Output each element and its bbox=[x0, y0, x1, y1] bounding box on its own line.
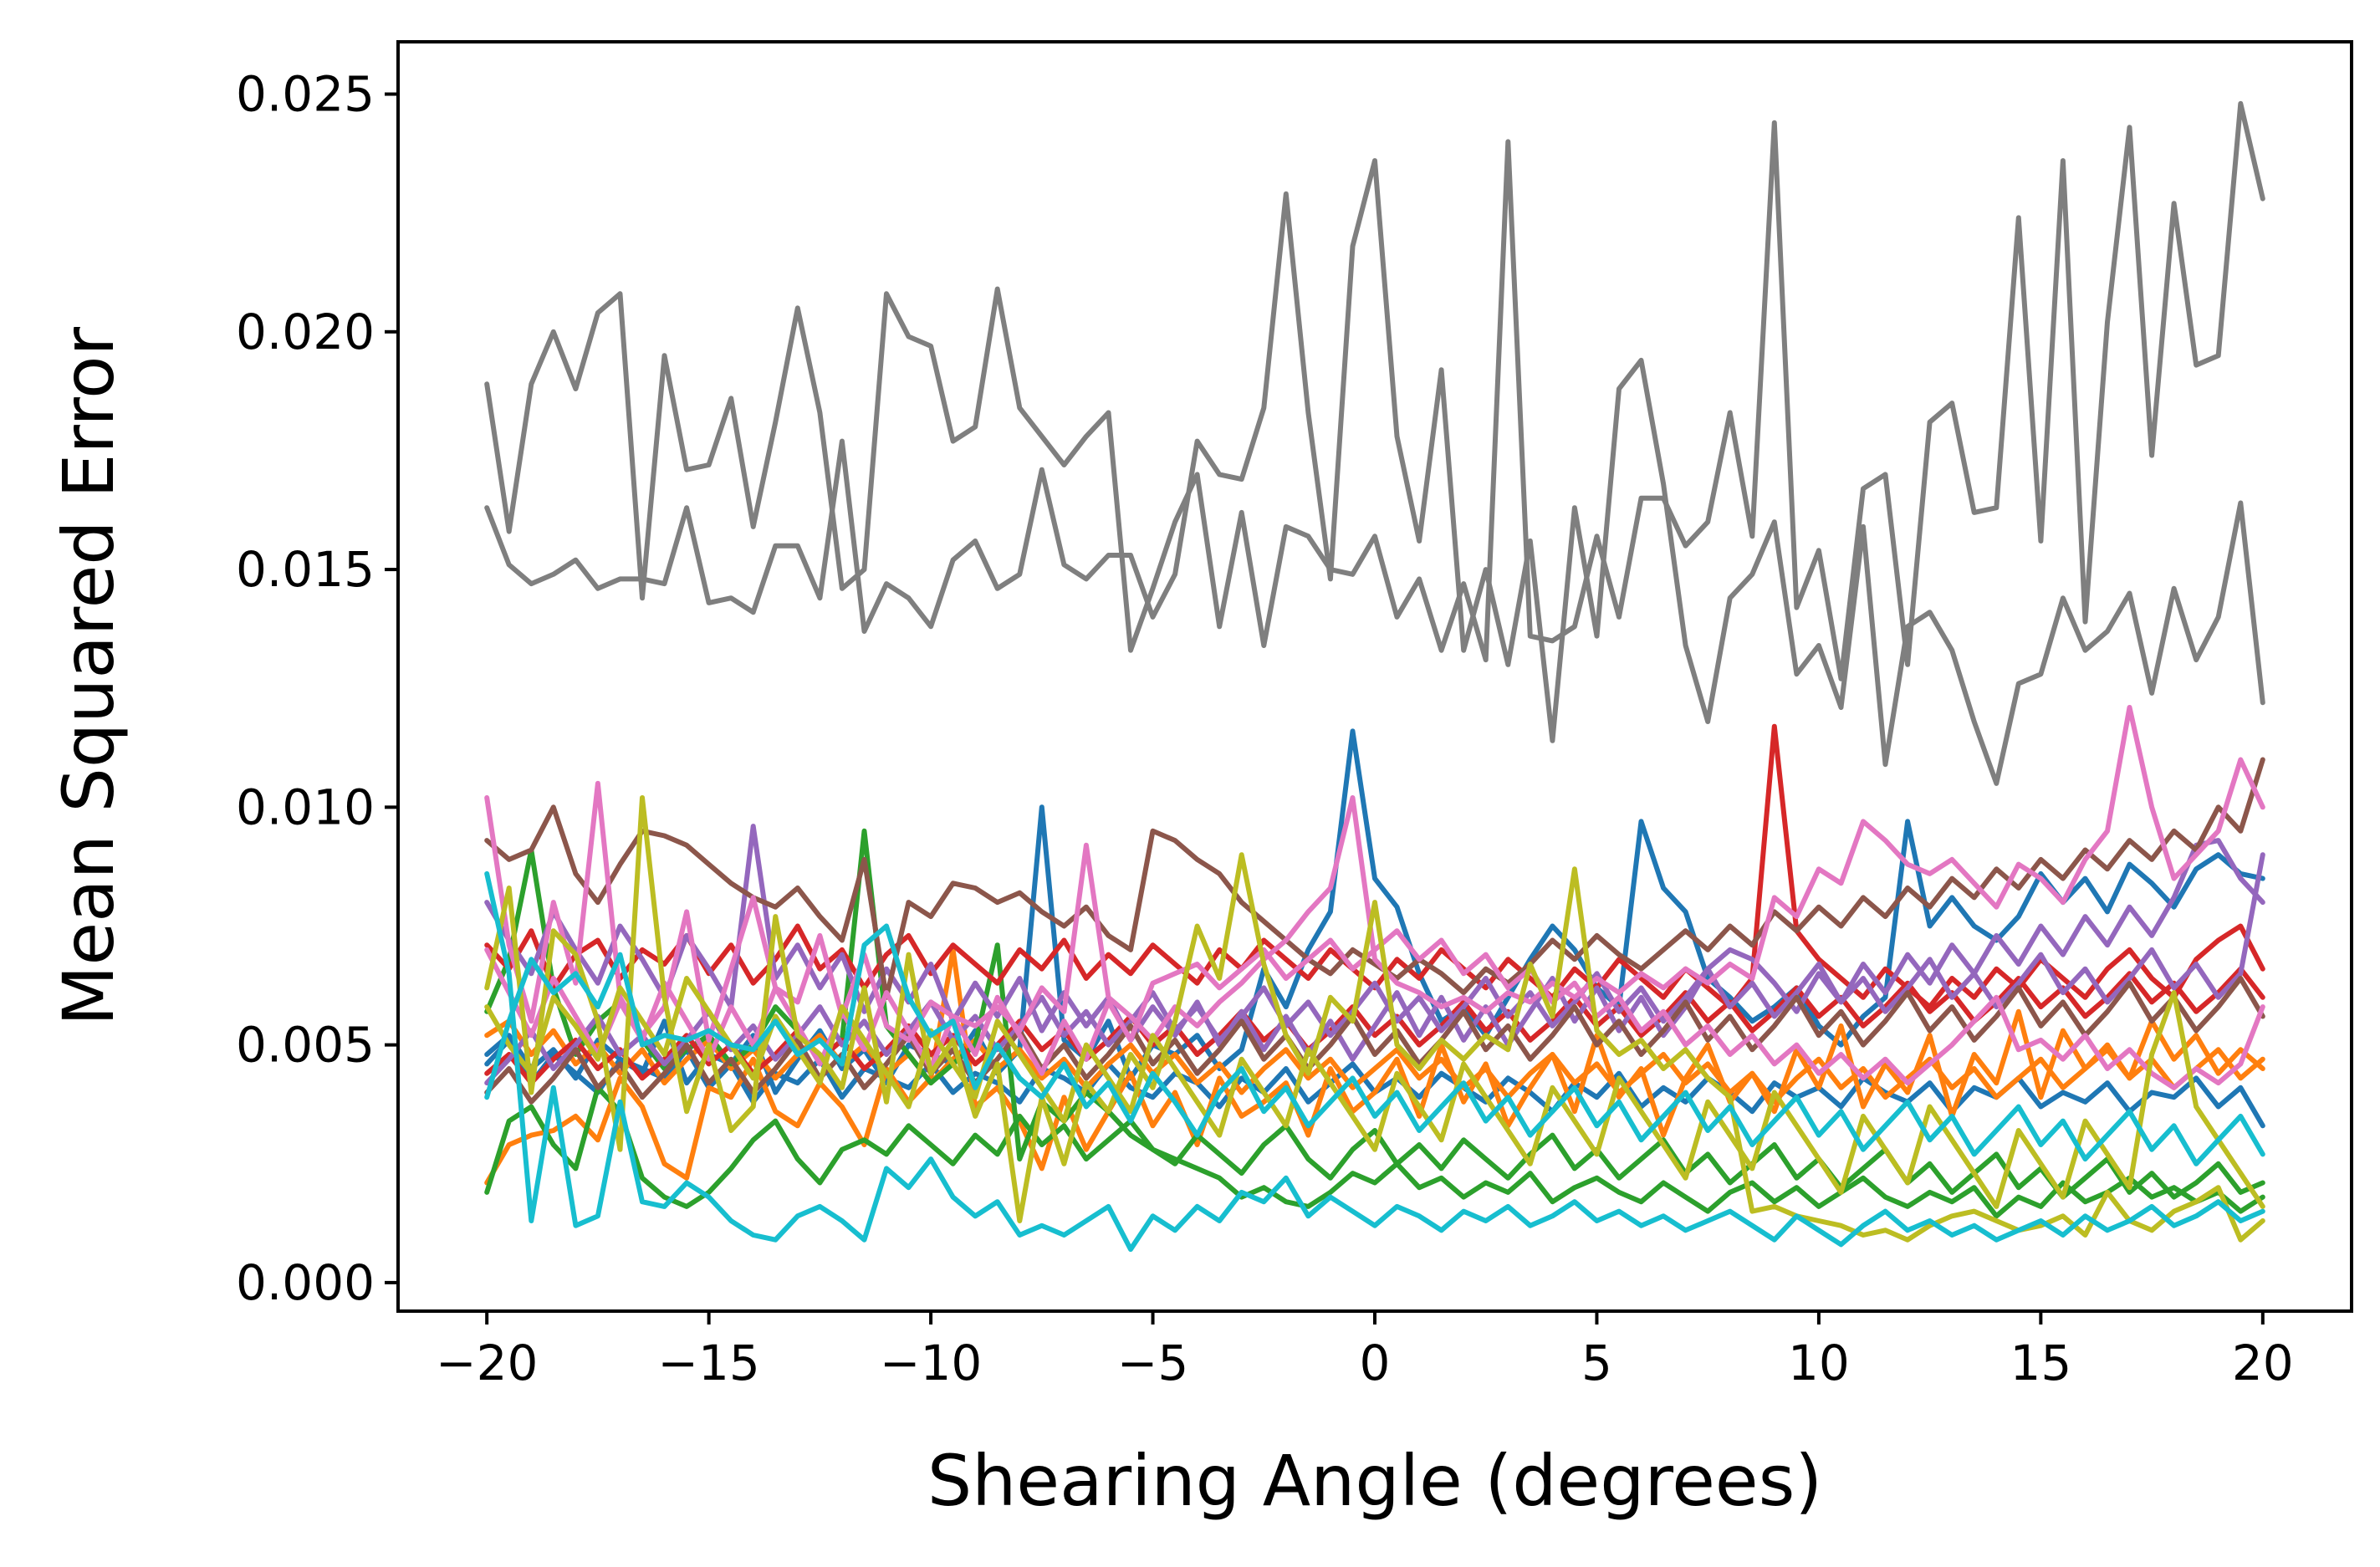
x-tick-label: 5 bbox=[1581, 1335, 1612, 1391]
y-axis: 0.000 0.005 0.010 0.015 0.020 0.025 bbox=[236, 66, 398, 1311]
series-line-19 bbox=[484, 870, 2265, 1253]
y-tick-label: 0.025 bbox=[236, 66, 375, 123]
x-axis: −20 −15 −10 −5 0 5 10 15 20 bbox=[436, 1311, 2294, 1391]
series-line-16 bbox=[484, 928, 2265, 1090]
series-line-17 bbox=[484, 795, 2265, 1243]
series-line-20 bbox=[484, 923, 2265, 1166]
x-tick-label: 10 bbox=[1788, 1335, 1850, 1391]
series-line-12 bbox=[484, 852, 2265, 1086]
series-line-8 bbox=[484, 828, 2265, 1219]
series-line-1 bbox=[484, 100, 2265, 681]
series-line-3 bbox=[484, 728, 2265, 1095]
series-line-13 bbox=[484, 757, 2265, 1000]
series-line-2 bbox=[484, 158, 2265, 786]
series-line-6 bbox=[484, 1018, 2265, 1105]
x-axis-label: Shearing Angle (degrees) bbox=[927, 1440, 1822, 1522]
y-tick-label: 0.010 bbox=[236, 778, 375, 835]
y-tick-label: 0.005 bbox=[236, 1017, 375, 1074]
series-line-15 bbox=[484, 705, 2265, 1043]
x-tick-label: 15 bbox=[2010, 1335, 2071, 1391]
x-tick-label: −5 bbox=[1117, 1335, 1189, 1391]
y-axis-label: Mean Squared Error bbox=[48, 327, 130, 1027]
x-tick-label: 0 bbox=[1360, 1335, 1391, 1391]
series-line-7 bbox=[484, 1085, 2265, 1209]
series-line-18 bbox=[484, 976, 2265, 1209]
series-line-10 bbox=[484, 966, 2265, 1086]
x-tick-label: 20 bbox=[2232, 1335, 2294, 1391]
x-tick-label: −20 bbox=[436, 1335, 538, 1391]
y-tick-label: 0.015 bbox=[236, 541, 375, 598]
y-tick-label: 0.000 bbox=[236, 1254, 375, 1311]
x-tick-label: −15 bbox=[657, 1335, 759, 1391]
x-tick-label: −10 bbox=[880, 1335, 982, 1391]
series-layer bbox=[484, 100, 2265, 1253]
y-tick-label: 0.020 bbox=[236, 304, 375, 360]
